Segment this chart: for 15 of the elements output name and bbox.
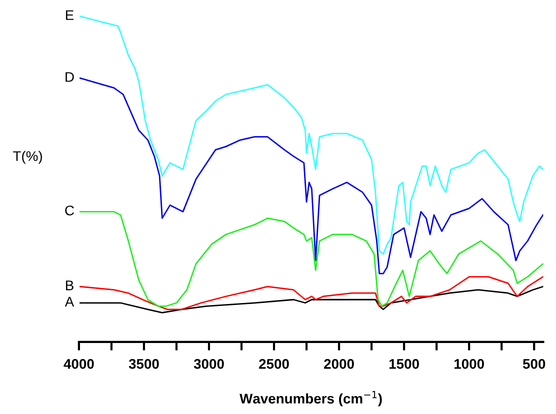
series-label: B [66,280,74,290]
x-tick-label: 3000 [194,358,224,369]
series-label: D [66,72,74,82]
x-tick-label: 1500 [389,358,419,369]
x-tick-label: 500 [522,358,546,369]
series-label: C [65,206,74,216]
y-axis-title: T(%) [13,150,42,164]
series-label: A [64,296,74,306]
x-axis-title: Wavenumbers (cm$^{−1}$) [240,391,382,406]
series-label: E [66,10,74,20]
x-tick-label: 4000 [64,358,94,369]
x-tick-label: 2000 [324,358,354,369]
x-tick-label: 2500 [259,358,289,369]
x-tick-label: 3500 [128,358,159,369]
x-tick-label: 1000 [454,358,484,369]
